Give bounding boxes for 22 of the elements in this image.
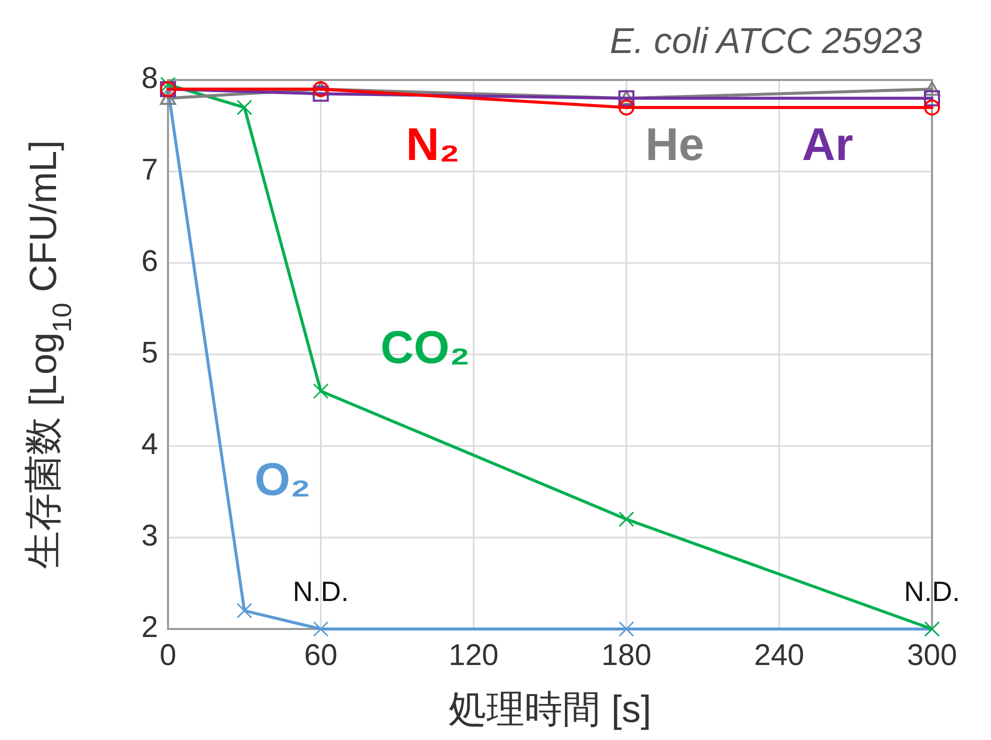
y-tick-label: 5 [141,336,158,370]
x-tick-label: 300 [906,639,958,672]
y-tick-label: 2 [141,610,158,644]
x-axis-title: 処理時間 [s] [448,689,652,731]
y-tick-label: 3 [141,519,158,552]
series-label: N₂ [406,118,460,170]
y-tick-label: 8 [141,62,158,95]
x-tick-label: 120 [448,639,499,672]
x-tick-label: 60 [304,639,338,672]
y-tick-label: 4 [141,428,158,461]
series-label: O₂ [254,452,311,505]
series-label: He [645,118,704,170]
y-tick-label: 7 [141,153,158,186]
annotation: N.D. [292,576,349,607]
series-label: Ar [802,118,854,170]
annotation: N.D. [904,576,960,607]
x-tick-label: 0 [160,639,176,672]
series-label: CO₂ [380,320,470,373]
y-tick-label: 6 [141,244,158,278]
x-tick-label: 240 [754,639,804,672]
chart-title: E. coli ATCC 25923 [610,20,922,61]
x-tick-label: 180 [601,639,652,672]
